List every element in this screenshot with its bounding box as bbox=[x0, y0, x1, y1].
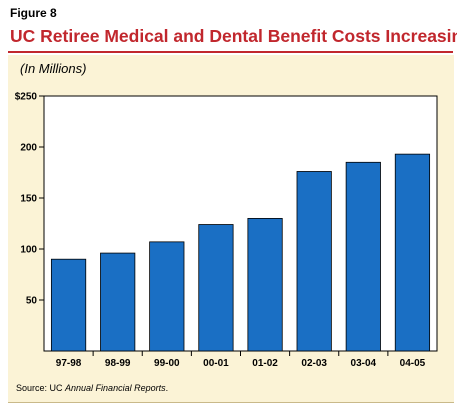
y-tick-label: 100 bbox=[20, 245, 37, 256]
x-tick-label: 02-03 bbox=[301, 358, 327, 369]
figure-label: Figure 8 bbox=[10, 6, 57, 20]
x-tick-label: 01-02 bbox=[252, 358, 278, 369]
chart-panel: (In Millions) 50 100 150 200 $250 97-98 98-99 9… bbox=[8, 55, 454, 403]
figure-header: Figure 8 UC Retiree Medical and Dental B… bbox=[0, 0, 457, 58]
y-tick-label: $250 bbox=[15, 92, 38, 103]
y-tick-label: 200 bbox=[20, 143, 37, 154]
bar bbox=[247, 217, 283, 352]
bar bbox=[394, 153, 431, 352]
bar-chart: 50 100 150 200 $250 97-98 98-99 99-00 00-01 01-02… bbox=[15, 92, 438, 369]
bar bbox=[198, 224, 234, 352]
x-tick-label: 04-05 bbox=[400, 358, 426, 369]
source-prefix: Source: UC bbox=[16, 383, 66, 393]
bar bbox=[149, 241, 185, 352]
bar bbox=[50, 258, 87, 352]
bar bbox=[345, 161, 381, 352]
bar bbox=[100, 252, 136, 352]
bar bbox=[296, 171, 332, 352]
x-tick-label: 98-99 bbox=[105, 358, 131, 369]
title-divider bbox=[8, 51, 453, 53]
x-tick-label: 03-04 bbox=[351, 358, 377, 369]
y-tick-label: 150 bbox=[20, 194, 37, 205]
source-note: Source: UC Annual Financial Reports. bbox=[16, 383, 168, 393]
x-tick-label: 00-01 bbox=[203, 358, 229, 369]
unit-note: (In Millions) bbox=[20, 61, 87, 76]
x-tick-label: 97-98 bbox=[56, 358, 82, 369]
source-italic: Annual Financial Reports bbox=[65, 383, 166, 393]
source-suffix: . bbox=[165, 383, 169, 393]
x-tick-label: 99-00 bbox=[154, 358, 180, 369]
figure-title: UC Retiree Medical and Dental Benefit Co… bbox=[10, 26, 457, 46]
y-tick-label: 50 bbox=[26, 296, 38, 307]
